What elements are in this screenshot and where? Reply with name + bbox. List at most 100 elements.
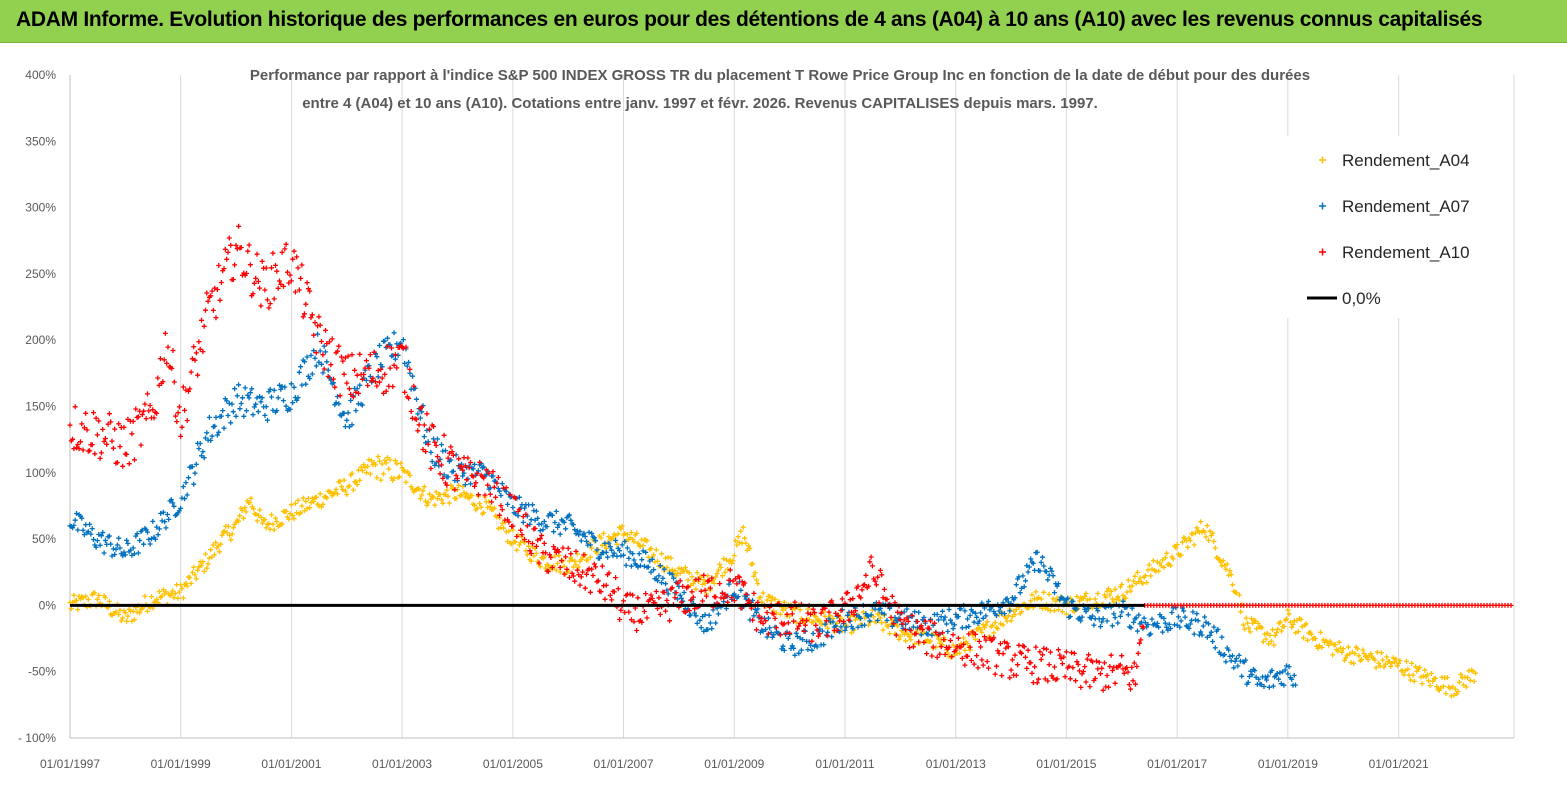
data-point bbox=[262, 287, 268, 293]
data-point bbox=[325, 367, 331, 373]
data-point bbox=[1029, 592, 1035, 598]
data-point bbox=[96, 418, 102, 424]
data-point bbox=[1255, 620, 1261, 626]
data-point bbox=[1285, 607, 1291, 613]
data-point bbox=[1428, 671, 1434, 676]
x-tick-label: 01/01/2017 bbox=[1147, 757, 1207, 771]
data-point bbox=[302, 508, 307, 514]
data-point bbox=[1104, 673, 1110, 678]
data-point bbox=[913, 631, 919, 637]
data-point bbox=[587, 542, 593, 548]
data-point bbox=[316, 314, 322, 320]
data-point bbox=[1228, 572, 1234, 578]
data-point bbox=[635, 564, 641, 570]
data-point bbox=[263, 525, 269, 531]
data-point bbox=[472, 483, 477, 489]
data-point bbox=[1021, 644, 1027, 650]
data-point bbox=[122, 610, 128, 616]
data-point bbox=[349, 422, 355, 428]
data-point bbox=[160, 509, 166, 515]
data-point bbox=[248, 495, 254, 501]
data-point bbox=[1372, 657, 1378, 663]
data-point bbox=[365, 464, 371, 469]
data-point bbox=[1271, 642, 1277, 648]
data-point bbox=[350, 394, 356, 400]
data-point bbox=[392, 352, 398, 358]
data-point bbox=[1264, 677, 1270, 683]
data-point bbox=[263, 404, 269, 410]
data-point bbox=[1075, 662, 1081, 667]
data-point bbox=[631, 619, 637, 625]
data-point bbox=[655, 578, 661, 584]
data-point bbox=[1012, 595, 1018, 601]
data-point bbox=[1185, 544, 1191, 550]
data-point bbox=[108, 419, 114, 425]
data-point bbox=[304, 354, 310, 360]
data-point bbox=[1074, 606, 1080, 612]
data-point bbox=[392, 458, 398, 464]
data-point bbox=[689, 589, 695, 595]
data-point bbox=[983, 622, 989, 628]
data-point bbox=[871, 614, 877, 620]
data-point bbox=[466, 495, 472, 501]
data-point bbox=[1443, 691, 1449, 697]
data-point bbox=[1154, 559, 1160, 565]
data-point bbox=[560, 545, 566, 551]
data-point bbox=[953, 611, 959, 617]
data-point bbox=[1008, 667, 1014, 673]
data-point bbox=[309, 371, 315, 377]
data-point bbox=[968, 658, 974, 663]
data-point bbox=[296, 287, 302, 293]
data-point bbox=[1070, 665, 1076, 671]
data-point bbox=[101, 550, 107, 556]
data-point bbox=[817, 631, 823, 637]
data-point bbox=[1236, 652, 1242, 658]
data-point bbox=[154, 596, 160, 602]
data-point bbox=[1170, 556, 1176, 562]
data-point bbox=[423, 498, 429, 504]
data-point bbox=[244, 408, 249, 414]
data-point bbox=[257, 507, 263, 513]
data-point bbox=[1067, 614, 1073, 619]
data-point bbox=[805, 610, 811, 616]
data-point bbox=[222, 246, 228, 252]
data-point bbox=[532, 517, 538, 523]
data-point bbox=[641, 609, 647, 614]
data-point bbox=[536, 560, 542, 566]
data-point bbox=[1162, 620, 1168, 626]
data-point bbox=[668, 555, 674, 561]
data-point bbox=[118, 618, 124, 624]
data-point bbox=[239, 507, 245, 513]
data-point bbox=[736, 540, 742, 545]
data-point bbox=[607, 592, 613, 598]
data-point bbox=[141, 408, 147, 414]
data-point bbox=[214, 432, 220, 438]
data-point bbox=[1352, 651, 1358, 657]
data-point bbox=[385, 343, 390, 349]
data-point bbox=[316, 503, 322, 509]
data-point bbox=[626, 609, 632, 615]
legend-label: 0,0% bbox=[1342, 289, 1381, 308]
data-point bbox=[649, 596, 655, 601]
data-point bbox=[208, 547, 214, 553]
data-points bbox=[67, 223, 1514, 699]
data-point bbox=[541, 519, 547, 524]
data-point bbox=[810, 631, 816, 636]
data-point bbox=[718, 565, 724, 570]
data-point bbox=[701, 577, 707, 583]
data-point bbox=[1129, 583, 1135, 589]
data-point bbox=[1275, 626, 1281, 632]
data-point bbox=[837, 629, 843, 635]
data-point bbox=[495, 475, 501, 480]
data-point bbox=[631, 557, 637, 563]
data-point bbox=[602, 596, 608, 602]
data-point bbox=[494, 480, 500, 486]
legend-label: Rendement_A10 bbox=[1342, 243, 1470, 262]
data-point bbox=[161, 357, 167, 363]
data-point bbox=[513, 539, 518, 545]
data-point bbox=[1204, 523, 1210, 529]
data-point bbox=[456, 482, 462, 488]
data-point bbox=[1181, 608, 1187, 614]
data-point bbox=[232, 386, 238, 392]
data-point bbox=[1252, 668, 1258, 674]
